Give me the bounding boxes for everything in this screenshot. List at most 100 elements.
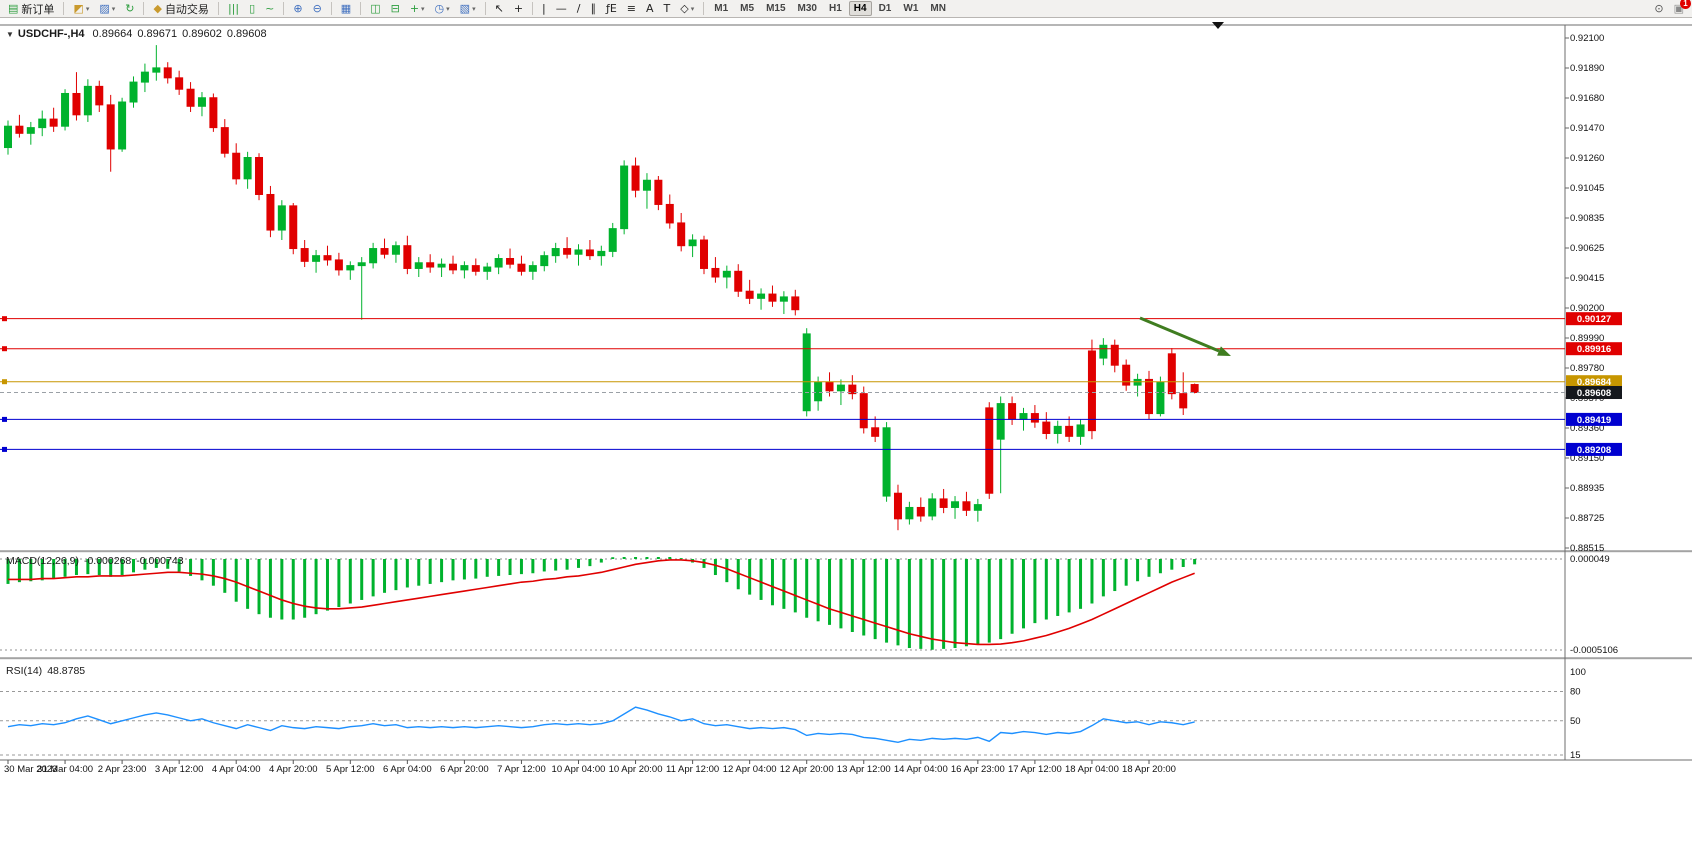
label-button[interactable]: T: [660, 0, 675, 18]
horizontal-line-button[interactable]: —: [552, 0, 571, 18]
crosshair-icon: +: [513, 1, 524, 15]
svg-text:31 Mar 04:00: 31 Mar 04:00: [37, 764, 93, 775]
vertical-line-button[interactable]: |: [538, 0, 550, 18]
macd-signal-line: [8, 559, 1195, 646]
macd-main-value: -0.000268: [83, 555, 132, 567]
candlestick-chart-button[interactable]: ▯: [245, 0, 259, 18]
price-axis[interactable]: 0.92100 0.91890 0.91680 0.91470 0.91260 0.910…: [1565, 33, 1604, 554]
rsi-label: RSI(14): [6, 665, 43, 677]
svg-text:10 Apr 04:00: 10 Apr 04:00: [552, 764, 606, 775]
zoom-in-button[interactable]: ⊕: [289, 0, 306, 18]
svg-text:-0.0005106: -0.0005106: [1570, 645, 1618, 656]
toolbar-separator: [217, 2, 219, 15]
arrows-button[interactable]: ◇ ▾: [676, 0, 698, 18]
search-button[interactable]: ⊙: [1650, 0, 1667, 18]
line-handle[interactable]: [2, 446, 7, 452]
arrange-charts-button[interactable]: ◫: [366, 0, 384, 18]
svg-text:0.91260: 0.91260: [1570, 153, 1604, 164]
svg-text:7 Apr 12:00: 7 Apr 12:00: [497, 764, 546, 775]
timeframe-h4-button[interactable]: H4: [848, 1, 872, 16]
autotrading-button[interactable]: ◆ 自动交易: [149, 0, 212, 18]
svg-text:3 Apr 12:00: 3 Apr 12:00: [155, 764, 204, 775]
notifications-button[interactable]: ▣ 1: [1670, 0, 1691, 18]
template-button[interactable]: ▧ ▾: [456, 0, 480, 18]
timeframe-m1-button[interactable]: M1: [714, 3, 729, 14]
chart-shift-button[interactable]: ⊟: [387, 0, 404, 18]
fibonacci-button[interactable]: ƒE: [602, 0, 621, 18]
line-chart-button[interactable]: ~: [261, 0, 278, 18]
new-window-icon: +: [409, 1, 420, 15]
timeframe-m15-button[interactable]: M15: [766, 3, 786, 14]
timeframe-d1-button[interactable]: D1: [878, 3, 892, 14]
ohlc-high: 0.89671: [137, 28, 178, 40]
timeframe-m30-button[interactable]: M30: [797, 3, 817, 14]
macd-header: MACD(12,26,9) -0.000268 -0.000743: [6, 555, 189, 567]
new-order-icon: ▤: [8, 1, 19, 15]
timeframe-mn-button[interactable]: MN: [930, 3, 946, 14]
svg-text:18 Apr 20:00: 18 Apr 20:00: [1122, 764, 1176, 775]
cursor-button[interactable]: ↖: [491, 0, 508, 18]
timeframe-w1-button[interactable]: W1: [903, 3, 919, 14]
svg-text:0.000049: 0.000049: [1570, 554, 1610, 565]
symbol-title: USDCHF-,H4: [17, 28, 85, 40]
tile-windows-icon: ▦: [340, 1, 352, 15]
new-chart-button[interactable]: ◩ ▾: [69, 0, 93, 18]
new-order-button[interactable]: ▤ 新订单: [4, 0, 58, 18]
caret-down-icon: ▾: [690, 5, 695, 13]
shapes-button[interactable]: ≡: [623, 0, 640, 18]
one-click-expander-icon[interactable]: ▼: [6, 30, 14, 39]
line-handle[interactable]: [2, 316, 7, 322]
svg-text:18 Apr 04:00: 18 Apr 04:00: [1065, 764, 1119, 775]
new-window-button[interactable]: + ▾: [406, 0, 429, 18]
svg-text:0.89780: 0.89780: [1570, 363, 1604, 374]
svg-text:0.89419: 0.89419: [1577, 415, 1611, 426]
svg-text:0.92100: 0.92100: [1570, 33, 1604, 44]
trend-arrow-annotation[interactable]: [1139, 316, 1231, 356]
timeframe-m5-button[interactable]: M5: [740, 3, 755, 14]
autotrading-icon: ◆: [153, 1, 162, 15]
zoom-out-button[interactable]: ⊖: [309, 0, 326, 18]
caret-down-icon: ▾: [472, 5, 476, 13]
crosshair-button[interactable]: +: [510, 0, 527, 18]
chart-shift-marker[interactable]: [1212, 22, 1224, 29]
svg-text:30 Mar 2023: 30 Mar 2023: [4, 764, 57, 775]
line-handle[interactable]: [2, 416, 7, 422]
svg-text:6 Apr 04:00: 6 Apr 04:00: [383, 764, 432, 775]
candlestick-chart-icon: ▯: [249, 1, 256, 15]
channel-button[interactable]: ∥: [586, 0, 600, 18]
horizontal-lines[interactable]: [0, 316, 1565, 452]
timeframe-h1-button[interactable]: H1: [828, 3, 842, 14]
svg-text:12 Apr 20:00: 12 Apr 20:00: [780, 764, 834, 775]
svg-text:10 Apr 20:00: 10 Apr 20:00: [609, 764, 663, 775]
svg-text:0.91470: 0.91470: [1570, 123, 1604, 134]
template-icon: ▧: [459, 1, 471, 15]
macd-label: MACD(12,26,9): [6, 555, 79, 567]
search-icon: ⊙: [1654, 1, 1664, 15]
svg-text:15: 15: [1570, 750, 1581, 761]
svg-text:0.89684: 0.89684: [1577, 377, 1612, 388]
line-handle[interactable]: [2, 346, 7, 352]
text-button[interactable]: A: [642, 0, 658, 18]
trendline-button[interactable]: /: [573, 0, 585, 18]
period-button[interactable]: ◷ ▾: [431, 0, 454, 18]
vertical-line-icon: |: [542, 1, 546, 15]
new-order-button-label: 新订单: [21, 3, 55, 16]
autotrading-button-label: 自动交易: [164, 3, 209, 16]
profiles-button[interactable]: ▨ ▾: [95, 0, 119, 18]
svg-text:50: 50: [1570, 716, 1581, 727]
label-icon: T: [663, 1, 671, 15]
svg-text:0.89150: 0.89150: [1570, 453, 1604, 464]
svg-text:0.89208: 0.89208: [1577, 445, 1611, 456]
svg-text:2 Apr 23:00: 2 Apr 23:00: [98, 764, 147, 775]
svg-text:100: 100: [1570, 667, 1586, 678]
tile-windows-button[interactable]: ▦: [337, 0, 355, 18]
toolbar-separator: [703, 2, 705, 15]
horizontal-line-icon: —: [555, 1, 567, 15]
bar-chart-button[interactable]: |||: [224, 0, 243, 18]
svg-text:0.88935: 0.88935: [1570, 483, 1604, 494]
svg-text:0.89916: 0.89916: [1577, 344, 1611, 355]
line-handle[interactable]: [2, 379, 7, 385]
toolbar-separator: [532, 2, 534, 15]
refresh-button[interactable]: ↻: [121, 0, 138, 18]
